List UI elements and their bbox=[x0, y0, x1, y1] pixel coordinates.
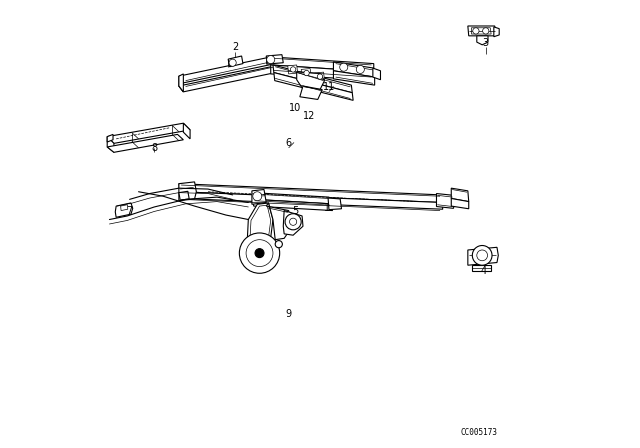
Polygon shape bbox=[108, 123, 190, 143]
Polygon shape bbox=[184, 123, 190, 139]
Polygon shape bbox=[273, 65, 352, 93]
Text: CC005173: CC005173 bbox=[461, 428, 497, 437]
Text: 1: 1 bbox=[324, 203, 330, 213]
Circle shape bbox=[483, 28, 489, 34]
Circle shape bbox=[285, 214, 301, 230]
Polygon shape bbox=[472, 28, 491, 34]
Polygon shape bbox=[121, 205, 128, 211]
Polygon shape bbox=[436, 194, 454, 208]
Polygon shape bbox=[468, 247, 499, 265]
Circle shape bbox=[246, 240, 273, 267]
Polygon shape bbox=[180, 192, 443, 209]
Polygon shape bbox=[228, 56, 243, 67]
Polygon shape bbox=[333, 62, 374, 77]
Polygon shape bbox=[288, 65, 298, 74]
Polygon shape bbox=[266, 203, 291, 240]
Text: 3: 3 bbox=[483, 38, 489, 47]
Polygon shape bbox=[328, 198, 342, 210]
Polygon shape bbox=[115, 203, 132, 217]
Polygon shape bbox=[253, 193, 332, 204]
Polygon shape bbox=[108, 134, 184, 152]
Polygon shape bbox=[253, 199, 333, 211]
Circle shape bbox=[289, 218, 297, 225]
Text: 4: 4 bbox=[481, 266, 486, 276]
Polygon shape bbox=[179, 184, 442, 202]
Polygon shape bbox=[108, 134, 113, 142]
Circle shape bbox=[267, 56, 275, 64]
Polygon shape bbox=[494, 27, 499, 37]
Text: 5: 5 bbox=[292, 206, 298, 215]
Polygon shape bbox=[284, 211, 303, 235]
Polygon shape bbox=[271, 57, 374, 72]
Polygon shape bbox=[300, 86, 323, 99]
Polygon shape bbox=[179, 56, 280, 83]
Polygon shape bbox=[179, 191, 189, 200]
Circle shape bbox=[229, 59, 236, 66]
Polygon shape bbox=[252, 190, 266, 204]
Polygon shape bbox=[373, 68, 380, 80]
Circle shape bbox=[317, 74, 323, 79]
Circle shape bbox=[340, 63, 348, 71]
Circle shape bbox=[477, 250, 488, 261]
Polygon shape bbox=[477, 36, 488, 45]
Polygon shape bbox=[179, 74, 184, 92]
Circle shape bbox=[291, 67, 296, 72]
Text: 2: 2 bbox=[232, 42, 238, 52]
Polygon shape bbox=[301, 69, 311, 78]
Polygon shape bbox=[179, 182, 196, 201]
Circle shape bbox=[304, 70, 309, 76]
Polygon shape bbox=[451, 198, 468, 209]
Text: 12: 12 bbox=[303, 112, 315, 121]
Polygon shape bbox=[179, 66, 280, 92]
Text: 8: 8 bbox=[151, 143, 157, 153]
Polygon shape bbox=[315, 72, 324, 81]
Circle shape bbox=[255, 249, 264, 258]
Text: 9: 9 bbox=[285, 309, 292, 319]
Text: 6: 6 bbox=[285, 138, 292, 148]
Text: 7: 7 bbox=[127, 206, 132, 215]
Circle shape bbox=[473, 28, 479, 34]
Text: 11: 11 bbox=[323, 82, 335, 92]
Polygon shape bbox=[468, 26, 495, 36]
Polygon shape bbox=[179, 76, 184, 92]
Text: 10: 10 bbox=[289, 103, 301, 112]
Polygon shape bbox=[333, 71, 374, 85]
Circle shape bbox=[253, 192, 262, 201]
Circle shape bbox=[239, 233, 280, 273]
Polygon shape bbox=[472, 265, 491, 271]
Circle shape bbox=[472, 246, 492, 265]
Polygon shape bbox=[271, 65, 374, 81]
Circle shape bbox=[356, 65, 364, 73]
Polygon shape bbox=[274, 73, 353, 100]
Polygon shape bbox=[250, 205, 271, 242]
Circle shape bbox=[275, 241, 282, 248]
Polygon shape bbox=[297, 72, 324, 90]
Polygon shape bbox=[108, 137, 114, 152]
Polygon shape bbox=[266, 55, 284, 64]
Polygon shape bbox=[451, 188, 468, 202]
Polygon shape bbox=[248, 203, 273, 244]
